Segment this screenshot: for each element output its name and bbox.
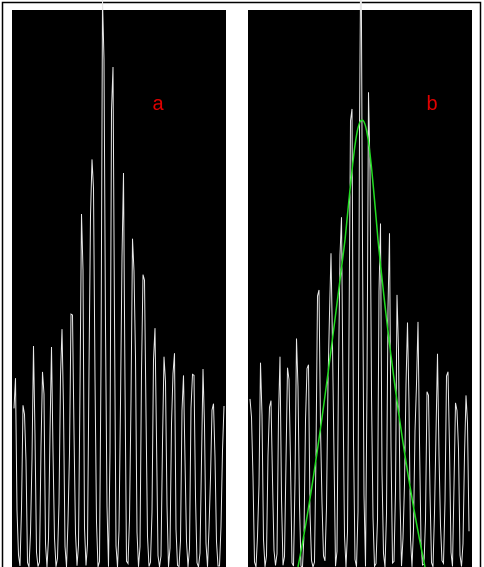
panel-label: a [152, 93, 164, 115]
panel-a [12, 10, 226, 567]
traces [13, 0, 470, 567]
signal-trace [249, 0, 470, 567]
signal-trace [13, 0, 225, 567]
panel-label: b [426, 93, 437, 115]
fit-curve [297, 119, 426, 567]
